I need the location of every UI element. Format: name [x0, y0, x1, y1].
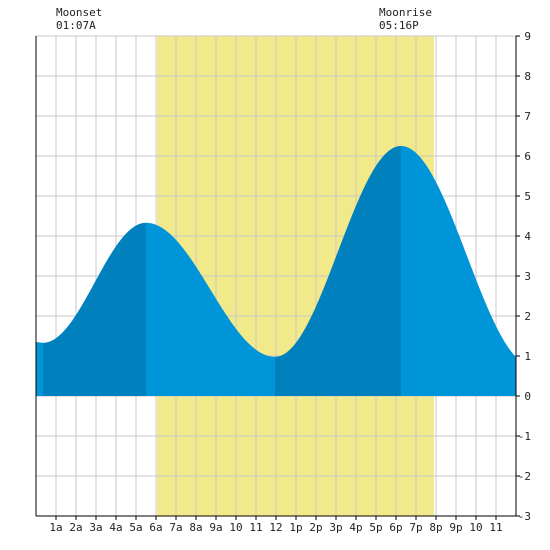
tide-area [36, 146, 516, 396]
moonset-label: Moonset [56, 6, 102, 19]
x-tick-label: 5p [369, 521, 382, 534]
tide-falling-segment [36, 342, 43, 396]
moon-annotations: Moonset 01:07A Moonrise 05:16P [56, 6, 432, 32]
x-tick-label: 1p [289, 521, 302, 534]
y-tick-label: 3 [524, 270, 531, 283]
x-tick-label: 12 [269, 521, 282, 534]
x-tick-label: 9a [209, 521, 222, 534]
x-tick-label: 10 [229, 521, 242, 534]
x-tick-label: 7p [409, 521, 422, 534]
tide-rising-segment [43, 222, 146, 396]
y-tick-label: 1 [524, 350, 531, 363]
moonrise-label: Moonrise [379, 6, 432, 19]
y-tick-label: 6 [524, 150, 531, 163]
x-tick-label: 10 [469, 521, 482, 534]
x-tick-label: 6a [149, 521, 162, 534]
y-tick-label: 5 [524, 190, 531, 203]
x-tick-label: 2p [309, 521, 322, 534]
x-tick-label: 3a [89, 521, 102, 534]
x-tick-label: 8a [189, 521, 202, 534]
tide-falling-segment [401, 146, 516, 396]
x-tick-label: 3p [329, 521, 342, 534]
y-tick-label: -2 [518, 470, 531, 483]
x-tick-label: 1a [49, 521, 62, 534]
x-tick-label: 2a [69, 521, 82, 534]
x-tick-label: 4p [349, 521, 362, 534]
y-tick-label: -1 [518, 430, 531, 443]
x-tick-label: 11 [489, 521, 502, 534]
x-tick-label: 6p [389, 521, 402, 534]
tide-rising-segment [275, 146, 401, 396]
y-tick-label: 9 [524, 30, 531, 43]
axes [35, 35, 520, 520]
y-tick-labels: 9 8 7 6 5 4 3 2 1 0 -1 -2 -3 [518, 30, 532, 523]
tide-falling-segment [146, 222, 275, 396]
x-tick-label: 9p [449, 521, 462, 534]
y-tick-label: -3 [518, 510, 531, 523]
y-tick-label: 8 [524, 70, 531, 83]
x-tick-label: 11 [249, 521, 262, 534]
y-tick-label: 2 [524, 310, 531, 323]
x-tick-label: 5a [129, 521, 142, 534]
x-tick-label: 4a [109, 521, 122, 534]
y-tick-label: 7 [524, 110, 531, 123]
moonrise-time: 05:16P [379, 19, 419, 32]
moonset-time: 01:07A [56, 19, 96, 32]
y-tick-label: 0 [524, 390, 531, 403]
x-tick-label: 7a [169, 521, 182, 534]
y-tick-label: 4 [524, 230, 531, 243]
x-tick-label: 8p [429, 521, 442, 534]
x-tick-labels: 1a 2a 3a 4a 5a 6a 7a 8a 9a 10 11 12 1p 2p 3p 4p 5p 6p 7p 8p… [49, 521, 502, 534]
